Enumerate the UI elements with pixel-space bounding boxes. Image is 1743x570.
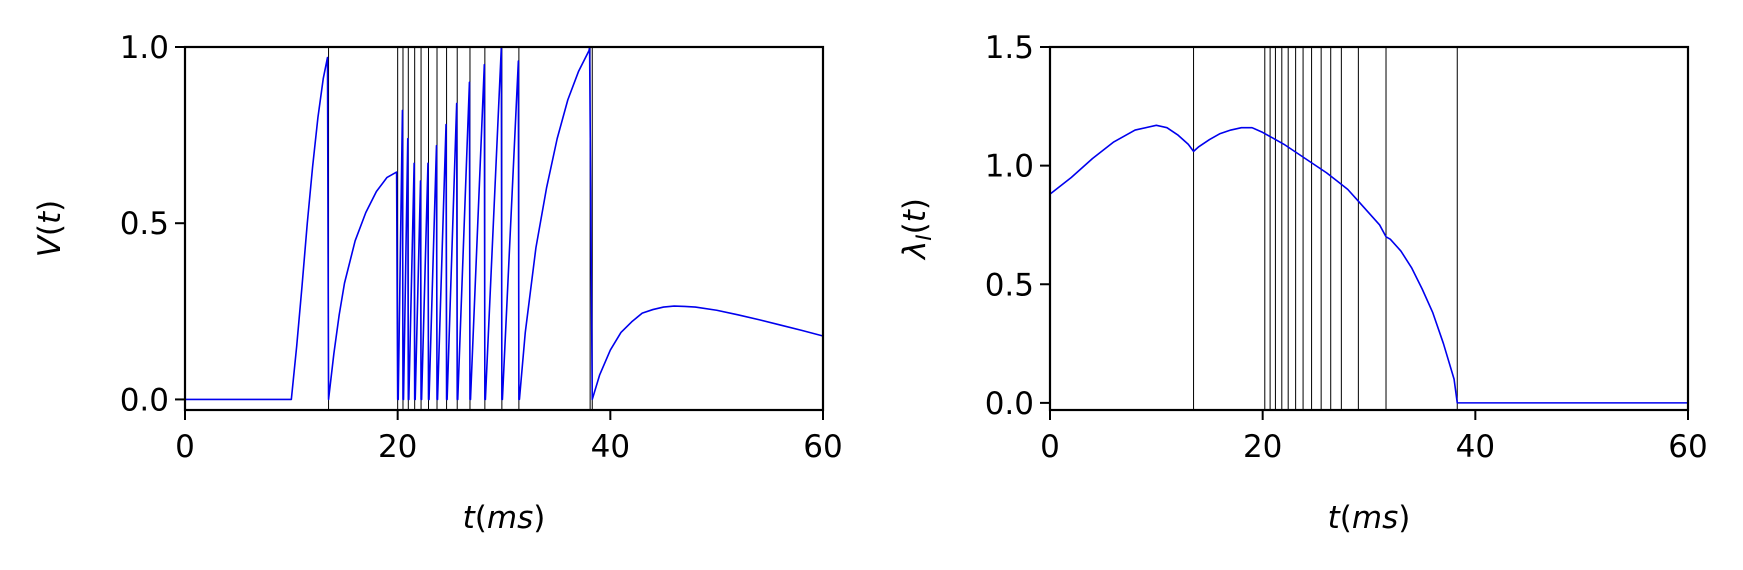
series-line-1 xyxy=(185,46,824,401)
spike-lines xyxy=(328,47,593,410)
y-tick-label: 0.0 xyxy=(985,386,1034,422)
x-tick-label: 60 xyxy=(1668,429,1707,465)
y-axis-label: λI(t) xyxy=(897,198,936,261)
x-tick-label: 40 xyxy=(591,429,630,465)
y-tick-label: 0.5 xyxy=(985,267,1034,303)
y-tick-label: 0.5 xyxy=(120,206,169,242)
chart-panel-1: 0 20 40 60 0.0 0.5 1.0 t(ms) V(t) xyxy=(32,30,843,536)
chart-panel-2: 0 20 40 60 0.0 0.5 1.0 1.5 t(ms) λI(t) xyxy=(897,30,1708,536)
x-axis-label: t(ms) xyxy=(463,500,546,536)
y-tick-label: 1.0 xyxy=(120,30,169,66)
y-tick-label: 1.5 xyxy=(985,30,1034,66)
axes-frame xyxy=(183,45,825,412)
x-tick-label: 0 xyxy=(1040,429,1060,465)
series-line-1 xyxy=(1049,124,1688,404)
x-tick-label: 40 xyxy=(1456,429,1495,465)
axes-frame xyxy=(1048,45,1690,412)
spike-lines xyxy=(1193,47,1458,410)
x-tick-label: 0 xyxy=(175,429,195,465)
x-tick-label: 60 xyxy=(803,429,842,465)
x-axis-label: t(ms) xyxy=(1328,500,1411,536)
y-tick-label: 0.0 xyxy=(120,382,169,418)
x-tick-label: 20 xyxy=(378,429,417,465)
y-tick-label: 1.0 xyxy=(985,149,1034,185)
y-axis-label: V(t) xyxy=(32,200,68,258)
x-tick-label: 20 xyxy=(1243,429,1282,465)
